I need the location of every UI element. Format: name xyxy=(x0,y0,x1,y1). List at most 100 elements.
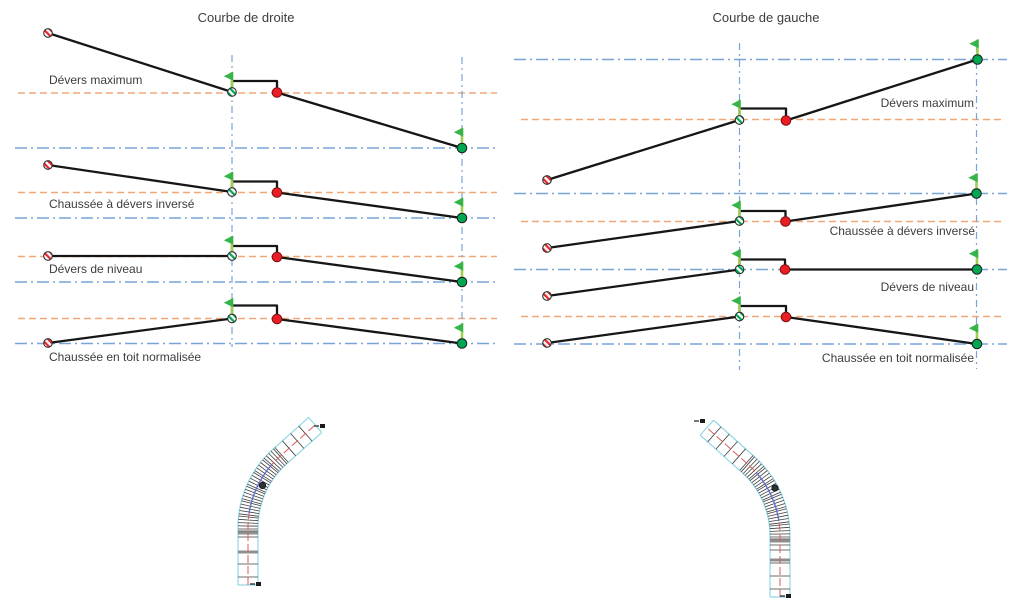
profile-start-marker-icon xyxy=(43,160,53,170)
profile-row: Chaussée à dévers inversé xyxy=(542,173,982,253)
profile-row: Chaussée en toit normalisée xyxy=(43,298,468,364)
flag-icon xyxy=(731,200,741,210)
profile-row: Dévers de niveau xyxy=(43,235,468,288)
station-marker xyxy=(314,424,325,428)
transition-start-marker-icon xyxy=(734,216,745,226)
transition-start-marker-icon xyxy=(227,313,237,324)
row-label: Dévers de niveau xyxy=(49,262,142,276)
road-edge xyxy=(257,432,323,585)
superelevation-profile-line xyxy=(546,58,978,182)
row-label: Dévers de niveau xyxy=(881,280,974,294)
arc-end-marker-icon xyxy=(971,264,983,275)
road-section-tick xyxy=(274,447,289,463)
flag-icon xyxy=(223,298,234,308)
station-marker xyxy=(250,582,261,586)
road-section-tick xyxy=(707,426,722,443)
flag-icon xyxy=(453,197,464,207)
profile-row: Chaussée à dévers inversé xyxy=(43,160,468,224)
transition-start-marker-icon xyxy=(227,87,237,97)
profile-start-marker-icon xyxy=(43,338,53,348)
road-transition-centerline xyxy=(248,464,273,514)
transition-start-marker-icon xyxy=(734,115,745,125)
road-end-cap xyxy=(699,419,714,436)
flag-icon xyxy=(453,323,464,333)
profile-start-marker-icon xyxy=(542,291,552,301)
superelevation-profile-line xyxy=(48,244,463,284)
profile-row: Chaussée en toit normalisée xyxy=(542,296,983,365)
arc-end-marker-icon xyxy=(971,188,982,199)
road-end-cap xyxy=(308,417,323,433)
station-marker-box xyxy=(786,594,791,598)
superelevation-profile-line xyxy=(546,304,978,346)
arc-start-marker-icon xyxy=(271,87,283,98)
road-edge xyxy=(237,417,309,585)
road-transition-centerline xyxy=(755,472,780,522)
road-plan-view xyxy=(694,419,791,598)
arc-start-marker-icon xyxy=(780,311,792,323)
transition-start-marker-icon xyxy=(227,187,237,197)
arc-start-marker-icon xyxy=(779,264,791,275)
transition-start-marker-icon xyxy=(734,264,745,275)
profile-row: Dévers maximum xyxy=(542,39,983,185)
superelevation-profile-line xyxy=(47,31,463,150)
road-section-tick xyxy=(748,465,765,480)
road-edge xyxy=(699,434,771,597)
curve-midpoint-dot xyxy=(771,484,779,492)
road-centerline xyxy=(706,427,781,597)
station-marker-box xyxy=(700,419,705,423)
superelevation-profile-line xyxy=(546,258,977,298)
panel-courbe-de-droite: Courbe de droite Dévers maximum Chaussée à… xyxy=(15,10,498,364)
superelevation-profile-line xyxy=(47,304,463,345)
profile-start-marker-icon xyxy=(542,243,552,253)
station-marker xyxy=(780,594,791,598)
profile-start-marker-icon xyxy=(542,338,552,348)
curve-midpoint-dot xyxy=(258,481,267,490)
arc-end-marker-icon xyxy=(972,54,983,65)
arc-start-marker-icon xyxy=(780,216,791,227)
panel-courbe-de-gauche: Courbe de gauche Dévers maximum Chaussée à… xyxy=(514,10,1007,370)
panel-title: Courbe de gauche xyxy=(713,10,820,25)
flag-icon xyxy=(453,261,464,271)
row-label: Dévers maximum xyxy=(881,96,974,110)
transition-start-marker-icon xyxy=(734,311,745,322)
flag-icon xyxy=(731,296,741,306)
flag-icon xyxy=(731,249,741,259)
row-label: Chaussée à dévers inversé xyxy=(49,197,195,211)
panel-title: Courbe de droite xyxy=(198,10,295,25)
arc-end-marker-icon xyxy=(456,212,468,224)
arc-end-marker-icon xyxy=(456,142,468,154)
road-section-tick xyxy=(715,433,730,450)
transition-start-marker-icon xyxy=(227,251,237,261)
row-label: Chaussée à dévers inversé xyxy=(830,224,976,238)
row-label: Chaussée en toit normalisée xyxy=(49,350,201,364)
flag-icon xyxy=(969,39,979,49)
flag-icon xyxy=(453,127,464,137)
profile-start-marker-icon xyxy=(43,251,53,261)
flag-icon xyxy=(731,99,741,109)
station-marker xyxy=(694,419,705,423)
flag-icon xyxy=(223,71,234,81)
flag-icon xyxy=(968,249,979,259)
row-label: Chaussée en toit normalisée xyxy=(822,351,974,365)
profile-row: Dévers de niveau xyxy=(542,249,983,301)
road-section-tick xyxy=(732,448,746,465)
arc-end-marker-icon xyxy=(971,338,983,350)
arc-start-marker-icon xyxy=(271,187,283,198)
flag-icon xyxy=(223,235,234,245)
arc-start-marker-icon xyxy=(271,251,283,263)
road-section-tick xyxy=(238,518,259,522)
profile-start-marker-icon xyxy=(43,28,53,38)
profile-start-marker-icon xyxy=(542,175,552,185)
arc-end-marker-icon xyxy=(456,276,468,288)
superelevation-profile-line xyxy=(47,163,463,220)
station-marker-box xyxy=(320,424,325,428)
arc-end-marker-icon xyxy=(456,338,468,349)
row-label: Dévers maximum xyxy=(49,73,142,87)
flag-icon xyxy=(968,173,978,183)
flag-icon xyxy=(223,171,234,181)
profile-row: Dévers maximum xyxy=(43,28,468,154)
superelevation-profile-line xyxy=(546,192,977,250)
arc-start-marker-icon xyxy=(780,115,792,126)
